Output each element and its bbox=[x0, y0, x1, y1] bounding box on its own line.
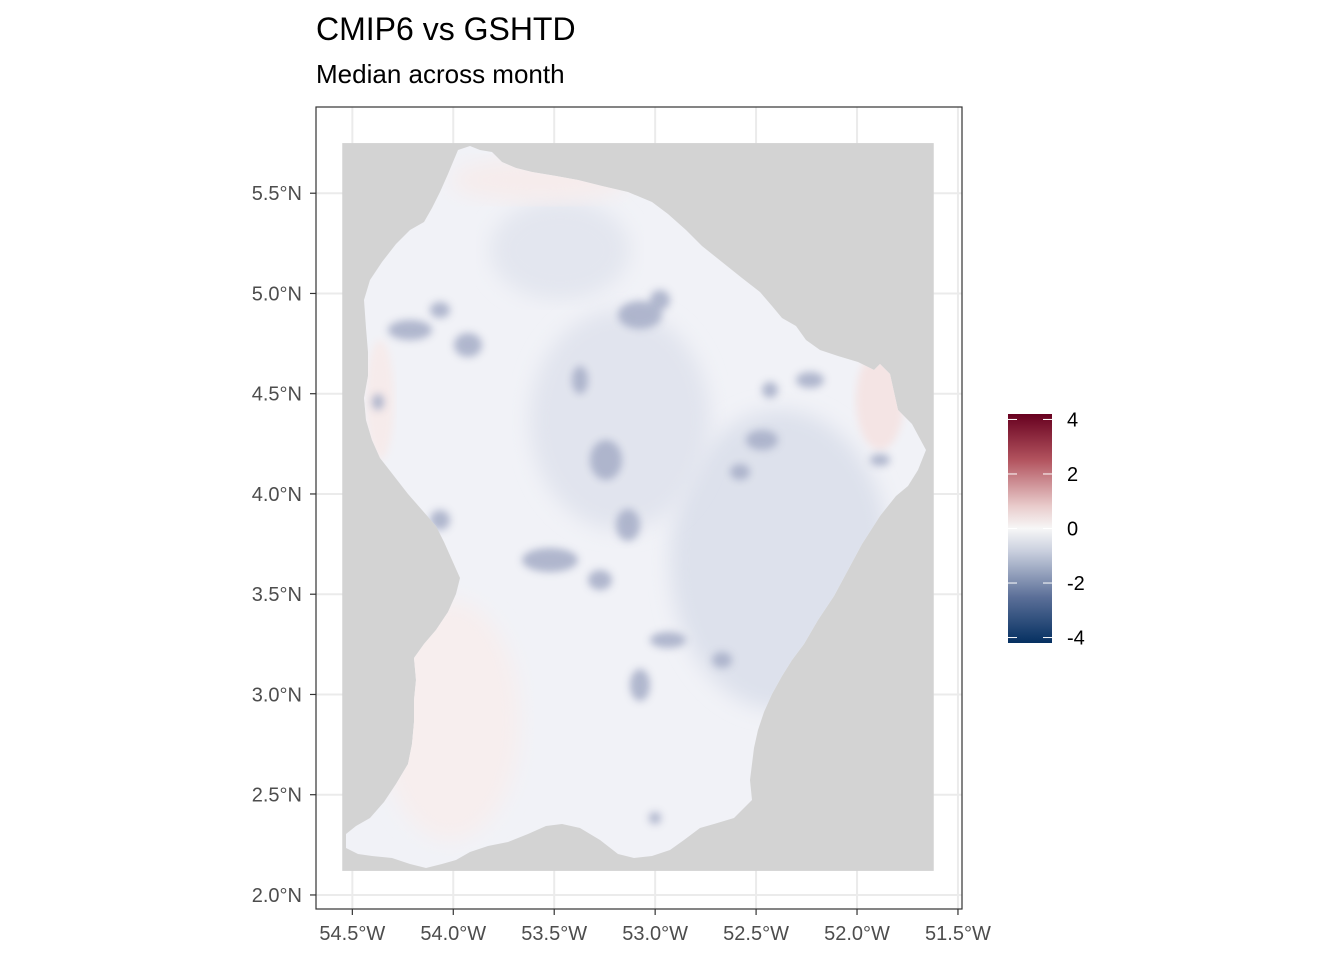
french-guiana-land bbox=[346, 146, 926, 868]
y-tick-label: 4.0°N bbox=[252, 484, 302, 506]
y-tick-label: 2.0°N bbox=[252, 885, 302, 907]
y-axis: 5.5°N 5.0°N 4.5°N 4.0°N 3.5°N 3.0°N 2.5°N 2.0°N bbox=[252, 183, 316, 907]
map-subtitle: Median across month bbox=[316, 59, 565, 89]
x-tick-label: 54.0°W bbox=[420, 923, 486, 945]
southwest-reddish-zone bbox=[380, 600, 520, 840]
x-tick-label: 54.5°W bbox=[319, 923, 385, 945]
x-tick-label: 51.5°W bbox=[925, 923, 991, 945]
colorbar-label: 2 bbox=[1067, 464, 1078, 486]
colorbar-legend: 4 2 0 -2 -4 bbox=[1008, 409, 1085, 650]
y-tick-label: 3.5°N bbox=[252, 584, 302, 606]
central-bluish-zone bbox=[530, 310, 710, 530]
panel-border bbox=[315, 106, 963, 910]
colorbar-label: 4 bbox=[1067, 409, 1078, 431]
y-tick-label: 5.5°N bbox=[252, 183, 302, 205]
x-tick-label: 52.0°W bbox=[824, 923, 890, 945]
x-tick-label: 52.5°W bbox=[723, 923, 789, 945]
dark-anomaly-patches bbox=[372, 290, 890, 824]
y-tick-label: 3.0°N bbox=[252, 684, 302, 706]
x-axis: 54.5°W 54.0°W 53.5°W 53.0°W 52.5°W 52.0°W 51.5… bbox=[319, 909, 991, 945]
y-tick-label: 4.5°N bbox=[252, 384, 302, 406]
y-tick-label: 2.5°N bbox=[252, 785, 302, 807]
colorbar-label: -4 bbox=[1067, 628, 1085, 650]
colorbar-label: -2 bbox=[1067, 573, 1085, 595]
y-tick-label: 5.0°N bbox=[252, 283, 302, 305]
anomaly-texture bbox=[366, 158, 904, 840]
map-title: CMIP6 vs GSHTD bbox=[316, 11, 576, 47]
x-tick-label: 53.0°W bbox=[622, 923, 688, 945]
colorbar-ticks: 4 2 0 -2 -4 bbox=[1008, 409, 1085, 650]
x-tick-label: 53.5°W bbox=[521, 923, 587, 945]
northern-bluish-zone bbox=[490, 200, 630, 300]
colorbar-label: 0 bbox=[1067, 519, 1078, 541]
